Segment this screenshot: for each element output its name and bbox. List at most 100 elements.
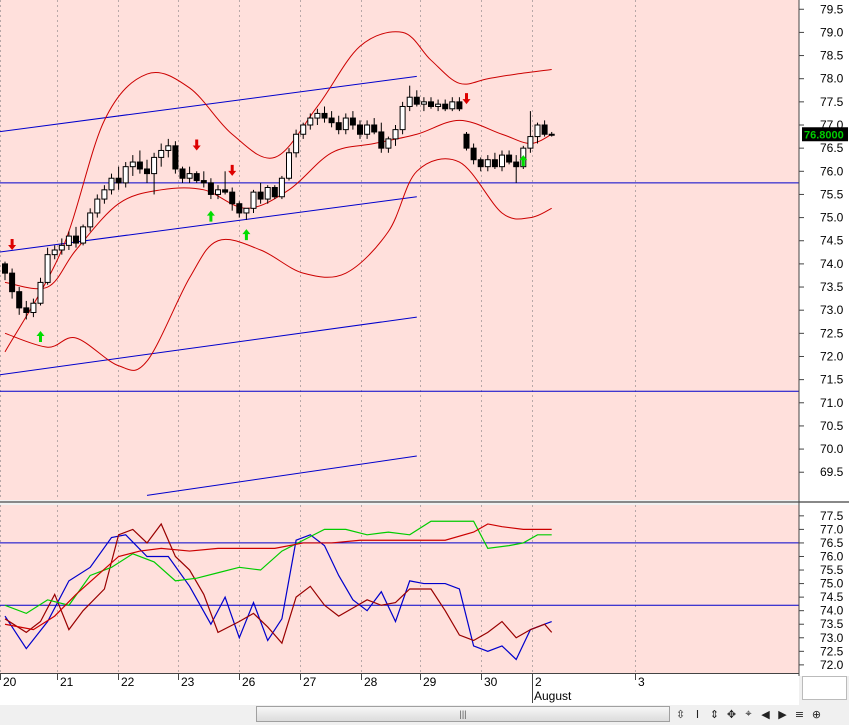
candle-body [442,103,449,110]
sell-arrow-icon [228,164,237,176]
price-tick-label: 70.5 [820,419,844,433]
left-arrow-icon[interactable]: ▶ [778,707,787,721]
date-readout-box [802,676,847,700]
price-tick-label: 76.5 [820,141,844,155]
candle-body [271,187,278,198]
indicator-series-line [4,522,553,645]
candle-body [144,168,150,175]
price-tick-label: 71.5 [820,373,844,387]
candle-body [357,124,363,135]
price-tick-label: 75.0 [820,211,844,225]
indicator-series-line [4,523,552,631]
candle-body [222,189,229,193]
candle-body [328,117,335,124]
candle-body [264,187,271,200]
candle-body [541,124,548,135]
candle-body [342,117,349,131]
candle-body [513,161,520,168]
buy-arrow-icon [206,210,215,222]
indicator-pane-background [0,505,799,673]
candle-body [470,147,477,161]
expand-icon[interactable]: I [695,707,700,721]
price-tick-label: 79.0 [820,25,844,39]
candle-body [378,131,385,149]
candle-body [23,307,30,313]
candle-body [257,191,264,200]
time-tick-label: 21 [60,675,74,689]
candle-body [229,191,236,205]
candle-body [321,112,328,119]
time-tick-label: 27 [303,675,317,689]
crosshair-icon[interactable]: ⌖ [745,707,752,720]
price-tick-label: 78.0 [820,72,844,86]
candle-body [16,291,23,309]
cursor-icon[interactable]: ⇕ [709,707,720,721]
price-tick-label: 78.5 [820,49,844,63]
buy-arrow-icon [36,331,45,343]
candle-body [101,189,108,200]
sell-arrow-icon [462,93,471,105]
price-tick-label: 79.5 [820,2,844,16]
candle-body [129,161,136,168]
indicator-tick-label: 73.0 [820,631,844,645]
time-tick-label: 30 [484,675,498,689]
candle-body [80,226,87,244]
candle-body [151,156,158,175]
candle-body [73,235,79,244]
last-price-label: 76.8000 [804,129,844,141]
candle-body [9,272,16,293]
time-tick-label: 3 [638,675,645,689]
candle-body [65,235,72,246]
candle-body [30,302,37,314]
sell-arrow-icon [8,239,17,250]
indicator-pane[interactable] [0,505,799,673]
indicator-series-line [4,534,552,661]
time-tick-label: 28 [364,675,378,689]
candle-body [527,136,534,149]
indicator-tick-label: 74.5 [820,590,844,604]
price-tick-label: 69.5 [820,465,844,479]
price-tick-label: 75.5 [820,187,844,201]
candle-body [371,124,378,133]
price-pane-background [0,0,799,500]
horizontal-scrollbar[interactable]: ||| [256,706,670,722]
scroll-thumb[interactable]: ||| [257,707,669,721]
end-icon[interactable]: ⊕ [811,707,822,721]
indicator-tick-label: 72.5 [820,644,844,658]
time-tick-label: 22 [121,675,135,689]
candle-body [193,173,200,182]
candle-body [44,254,51,283]
candle-body [307,117,314,126]
candle-body [122,166,129,184]
zoom-icon[interactable]: ◀ [761,707,770,721]
candle-body [58,244,65,251]
candle-body [491,159,498,168]
time-month-label: August [534,689,572,703]
indicator-tick-label: 75.0 [820,577,844,591]
candle-body [94,198,101,214]
price-pane[interactable] [0,0,799,500]
price-tick-label: 73.5 [820,280,844,294]
candle-body [207,182,214,195]
channel-line [0,316,417,376]
time-tick-label: 29 [423,675,437,689]
price-tick-label: 70.0 [820,442,844,456]
chart-toolbar: ⇳ I ⇕ ✥ ⌖ ◀ ▶ ≡ ⊕ [672,705,849,723]
right-arrow-icon[interactable]: ≡ [794,707,805,721]
scroll-bar-icon[interactable]: ⇳ [675,707,686,721]
price-tick-label: 77.5 [820,95,844,109]
candle-body [428,101,434,107]
candle-body [548,133,555,136]
candle-body [335,122,342,131]
candle-body [392,129,399,140]
candle-body [250,191,257,209]
candle-body [449,101,456,110]
price-tick-label: 71.0 [820,396,844,410]
candle-body [463,133,470,149]
move-icon[interactable]: ✥ [726,707,737,721]
candle-body [477,159,484,168]
candle-body [186,173,193,179]
candle-body [136,161,143,170]
candle-body [484,159,491,168]
